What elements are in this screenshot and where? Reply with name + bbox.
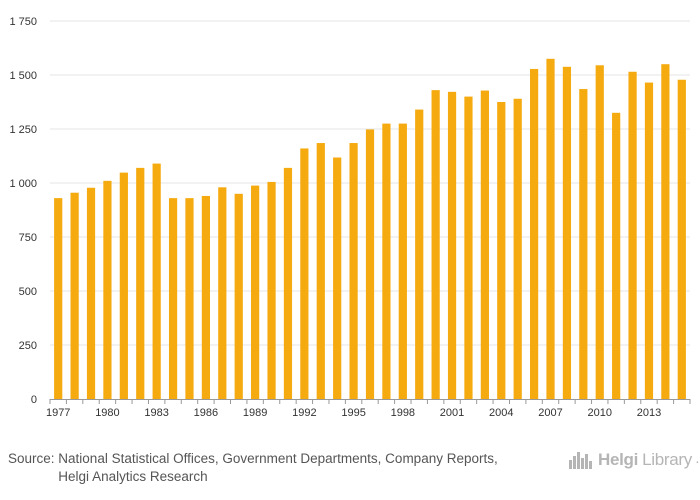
bar-1997[interactable]	[382, 123, 391, 399]
bar-1982[interactable]	[136, 167, 145, 399]
bar-1978[interactable]	[70, 192, 79, 399]
y-tick-label: 1 250	[9, 124, 37, 136]
y-tick-label: 0	[31, 394, 37, 406]
helgi-library-logo[interactable]: Helgi Library.	[568, 449, 699, 471]
source-line-2: Helgi Analytics Research	[58, 469, 208, 484]
x-tick-label: 1983	[144, 407, 168, 419]
bar-1984[interactable]	[168, 198, 178, 399]
x-tick-label: 1998	[391, 407, 415, 419]
x-tick-label: 2010	[588, 407, 612, 419]
bar-1981[interactable]	[119, 172, 128, 399]
bar-1987[interactable]	[218, 187, 227, 399]
bar-1990[interactable]	[267, 181, 276, 399]
bar-1985[interactable]	[185, 198, 194, 399]
bar-1991[interactable]	[283, 167, 293, 399]
x-tick-label: 1989	[243, 407, 267, 419]
axis-layer: 0 250 500 750 1 000 1 250 1 500 1 750 1977 1980 19…	[9, 16, 691, 419]
y-tick-label: 250	[19, 340, 37, 352]
bar-1979[interactable]	[86, 187, 96, 399]
y-tick-label: 750	[19, 232, 37, 244]
city-skyline-icon	[569, 452, 592, 469]
y-tick-label: 500	[19, 286, 37, 298]
source-label: Source:	[8, 451, 55, 466]
bar-1998[interactable]	[398, 123, 407, 399]
x-tick-label: 2013	[637, 407, 661, 419]
bar-2007[interactable]	[546, 58, 555, 400]
bar-2002[interactable]	[464, 96, 473, 399]
y-tick-label: 1 000	[9, 178, 37, 190]
bar-chart: 0 250 500 750 1 000 1 250 1 500 1 750 1977 1980 19…	[9, 16, 691, 419]
x-tick-label: 1992	[292, 407, 316, 419]
x-tick-label: 1986	[194, 407, 218, 419]
bar-2000[interactable]	[431, 90, 440, 400]
logo-brand: Helgi	[598, 450, 639, 469]
bar-1977[interactable]	[54, 198, 63, 399]
bar-2015[interactable]	[677, 79, 686, 399]
bar-2010[interactable]	[595, 65, 604, 399]
bar-2014[interactable]	[661, 64, 670, 399]
bar-2003[interactable]	[480, 90, 489, 399]
x-tick-label: 2001	[440, 407, 464, 419]
y-tick-label: 1 500	[9, 70, 37, 82]
bar-layer	[54, 58, 686, 400]
logo-dot: .	[695, 454, 699, 466]
source-line-1: National Statistical Offices, Government…	[58, 451, 498, 466]
bar-1986[interactable]	[201, 195, 210, 399]
bar-1980[interactable]	[103, 180, 112, 399]
logo-suffix: Library	[642, 450, 692, 469]
bar-1988[interactable]	[234, 193, 243, 399]
bar-2012[interactable]	[628, 71, 637, 399]
bar-2001[interactable]	[447, 91, 457, 400]
bar-2013[interactable]	[644, 82, 654, 399]
bar-2004[interactable]	[497, 102, 506, 399]
bar-1994[interactable]	[333, 157, 342, 399]
bar-1992[interactable]	[300, 148, 309, 399]
bar-2006[interactable]	[530, 68, 539, 400]
bar-1983[interactable]	[152, 163, 161, 399]
x-tick-label: 1977	[46, 407, 70, 419]
bar-2005[interactable]	[513, 98, 522, 399]
bar-1999[interactable]	[415, 109, 424, 399]
x-tick-label: 2007	[538, 407, 562, 419]
bar-2008[interactable]	[562, 66, 572, 400]
bar-1989[interactable]	[251, 185, 260, 399]
x-tick-label: 2004	[489, 407, 513, 419]
bar-2009[interactable]	[579, 89, 588, 399]
source-note: Source: National Statistical Offices, Go…	[8, 450, 548, 486]
bar-1993[interactable]	[316, 143, 325, 399]
x-tick-label: 1980	[95, 407, 119, 419]
bar-1996[interactable]	[365, 129, 375, 399]
x-tick-label: 1995	[341, 407, 365, 419]
bar-1995[interactable]	[349, 143, 358, 399]
bar-2011[interactable]	[612, 112, 621, 400]
y-tick-label: 1 750	[9, 16, 37, 28]
